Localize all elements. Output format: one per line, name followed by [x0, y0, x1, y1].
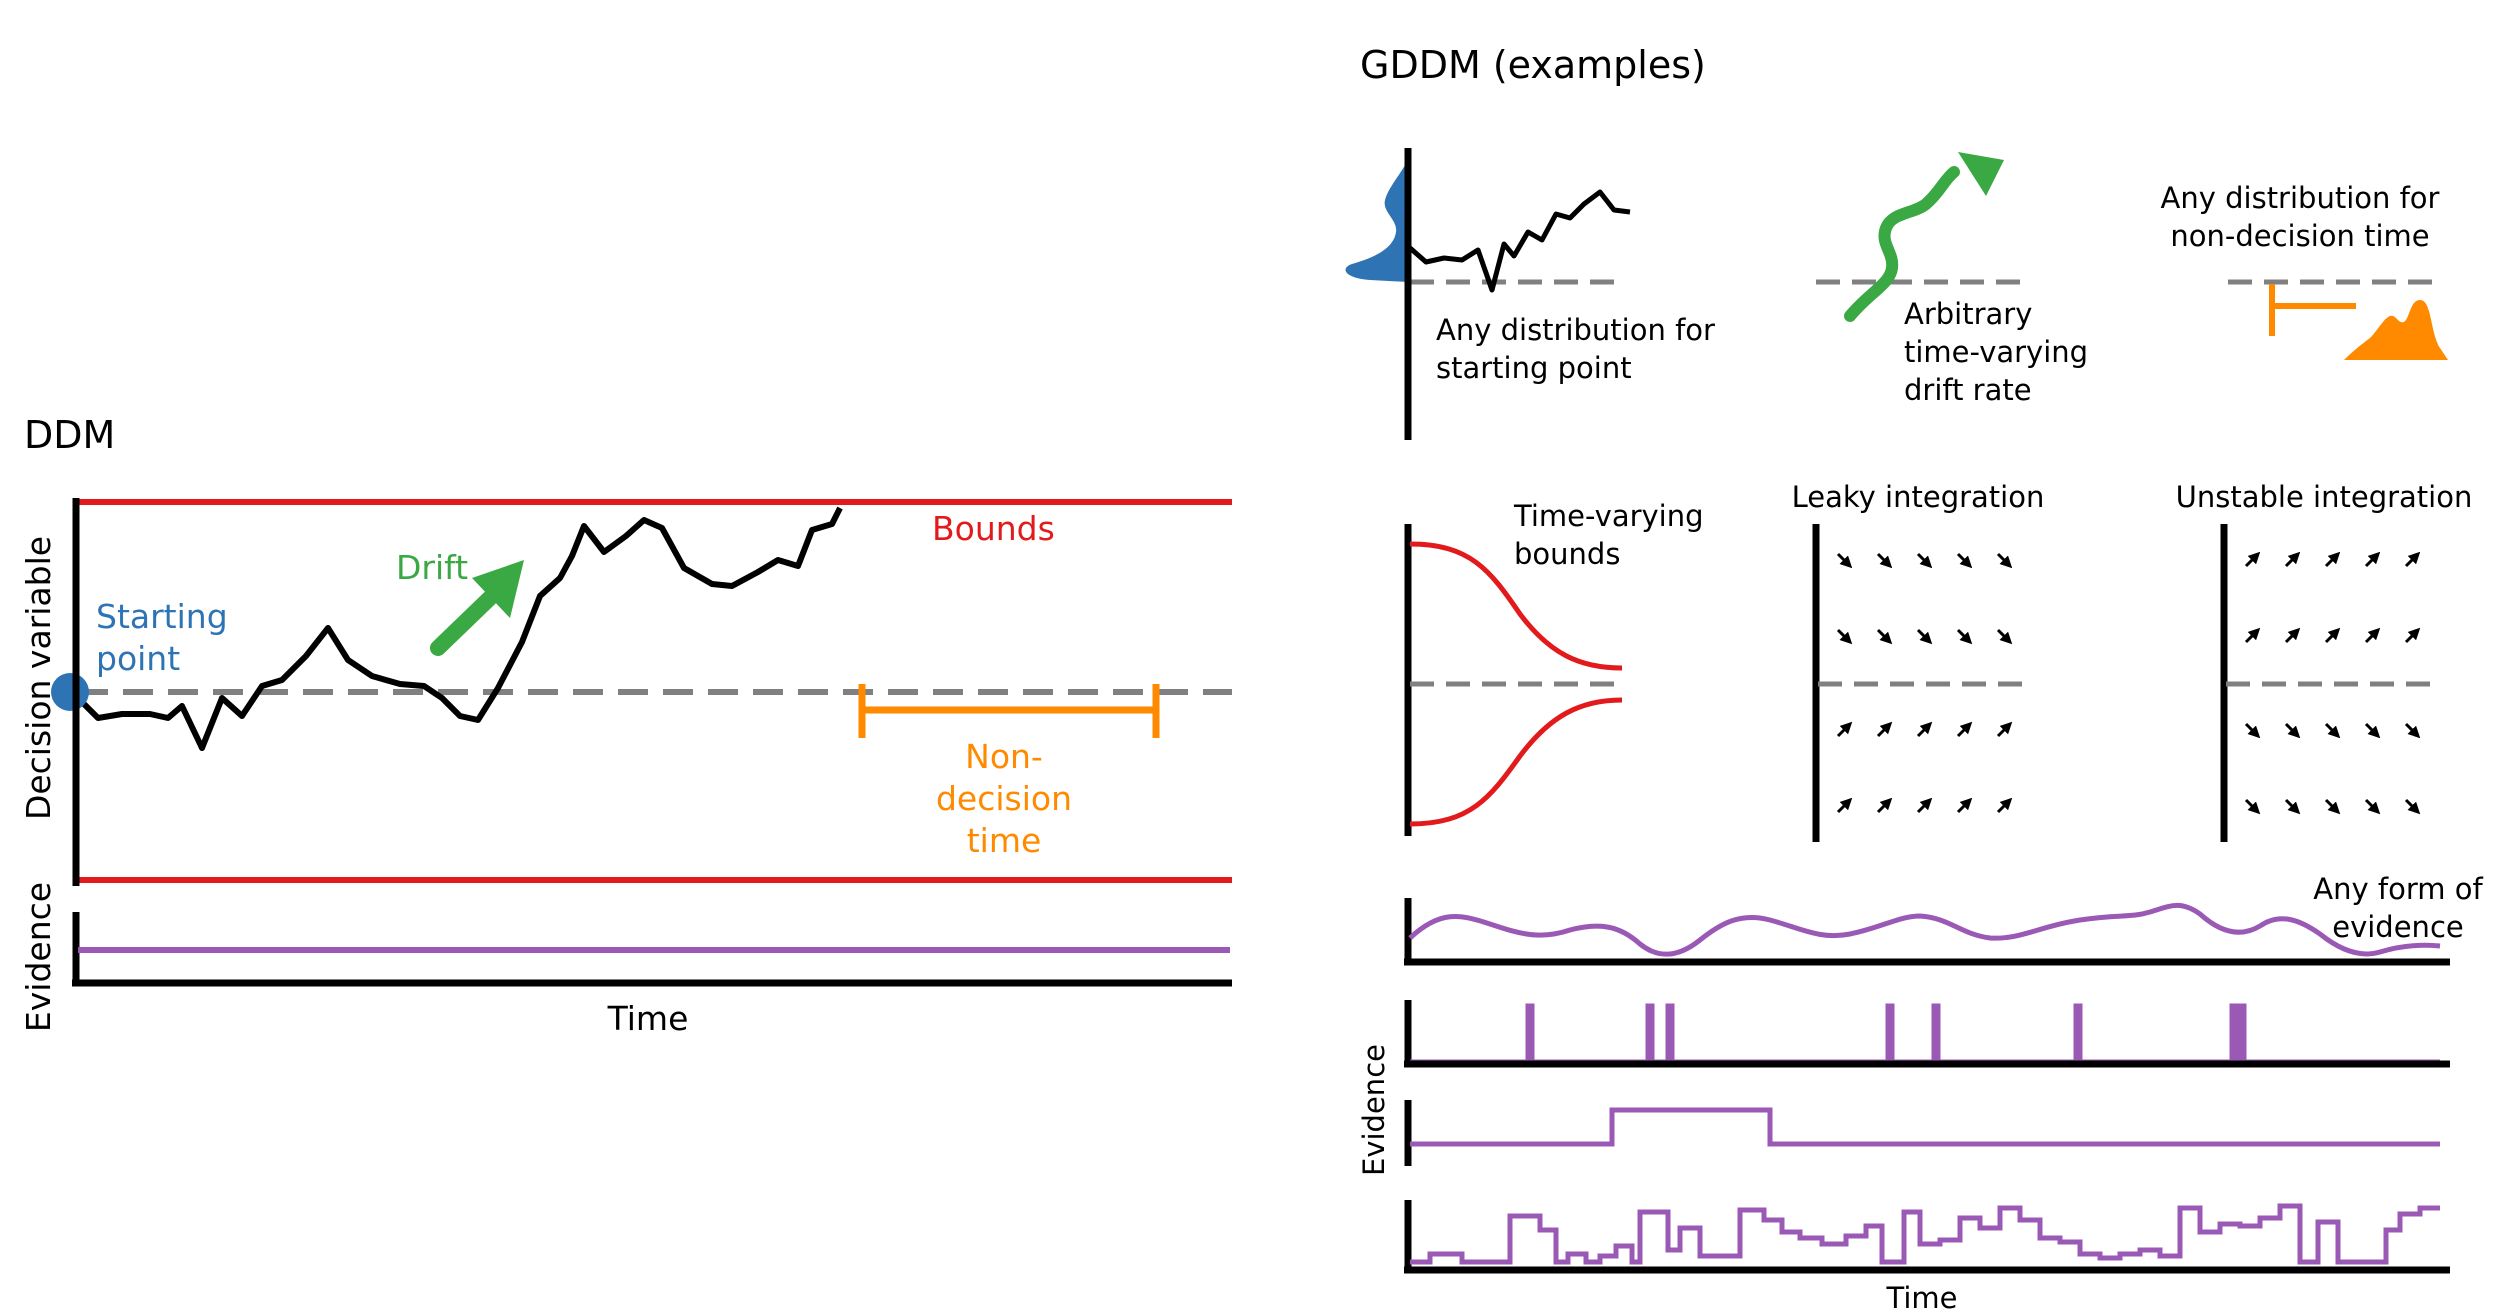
nd-dist-label-1: Any distribution for	[2161, 181, 2440, 215]
tv-bounds-label-1: Time-varying	[1513, 499, 1704, 533]
evidence-strip-4-signal	[1410, 1203, 2440, 1265]
start-trajectory	[1408, 189, 1631, 293]
leaky-arrow-icon	[1996, 628, 2013, 645]
drift-label: Drift	[396, 548, 468, 587]
evidence-strip-3-signal	[1410, 1107, 2440, 1147]
leaky-arrow-icon	[1916, 552, 1933, 569]
drift-label-3: drift rate	[1904, 373, 2032, 407]
starting-point-label-2: point	[96, 639, 180, 678]
unstable-arrow-icon	[2364, 798, 2381, 815]
unstable-arrow-icon	[2364, 722, 2381, 739]
unstable-arrow-icon	[2284, 551, 2301, 568]
unstable-arrow-icon	[2324, 798, 2341, 815]
unstable-arrow-icon	[2284, 722, 2301, 739]
evidence-strip-2-signal	[1410, 1003, 2440, 1065]
unstable-arrow-icon	[2244, 551, 2261, 568]
unstable-arrow-icon	[2324, 627, 2341, 644]
leaky-arrow-icon	[1956, 797, 1973, 814]
unstable-arrow-icon	[2284, 798, 2301, 815]
evidence-strip-1-signal	[1408, 903, 2441, 957]
start-dist-label-1: Any distribution for	[1436, 313, 1715, 347]
gddm-title: GDDM (examples)	[1360, 43, 1706, 87]
decision-trajectory	[77, 506, 843, 751]
nondecision-label-2: decision	[936, 779, 1072, 818]
leaky-arrow-icon	[1996, 552, 2013, 569]
gddm-drift-example: Arbitrary time-varying drift rate	[1816, 152, 2088, 407]
leaky-arrow-icon	[1916, 797, 1933, 814]
ddm-ylabel: Decision variable	[19, 536, 58, 820]
unstable-vector-field	[2244, 551, 2421, 815]
leaky-arrow-icon	[1916, 628, 1933, 645]
tv-upper-bound	[1409, 541, 1623, 671]
any-evidence-label-1: Any form of	[2313, 872, 2483, 906]
unstable-arrow-icon	[2324, 551, 2341, 568]
unstable-arrow-icon	[2404, 627, 2421, 644]
ddm-title: DDM	[24, 413, 115, 457]
leaky-arrow-icon	[1836, 552, 1853, 569]
starting-point-label-1: Starting	[96, 597, 228, 636]
nondecision-label-1: Non-	[965, 737, 1043, 776]
leaky-arrow-icon	[1836, 628, 1853, 645]
unstable-arrow-icon	[2364, 627, 2381, 644]
tv-bounds-label-2: bounds	[1514, 537, 1620, 571]
unstable-arrow-icon	[2244, 722, 2261, 739]
unstable-arrow-icon	[2244, 627, 2261, 644]
gddm-unstable-example: Unstable integration	[2176, 480, 2473, 842]
nd-distribution-shape	[2344, 300, 2448, 360]
drift-arrow-head	[472, 560, 524, 618]
unstable-arrow-icon	[2404, 551, 2421, 568]
any-evidence-label-2: evidence	[2332, 910, 2463, 944]
drift-wavy-shaft	[1844, 166, 1960, 322]
leaky-arrow-icon	[1956, 552, 1973, 569]
leaky-arrow-icon	[1956, 628, 1973, 645]
unstable-arrow-icon	[2404, 722, 2421, 739]
gddm-start-dist-example: Any distribution for starting point	[1345, 148, 1715, 440]
nd-dist-label-2: non-decision time	[2170, 219, 2429, 253]
gddm-leaky-example: Leaky integration	[1792, 480, 2045, 842]
leaky-arrow-icon	[1996, 797, 2013, 814]
leaky-arrow-icon	[1876, 721, 1893, 738]
unstable-arrow-icon	[2364, 551, 2381, 568]
gddm-panel: GDDM (examples) Any distribution for sta…	[1345, 43, 2483, 1313]
unstable-arrow-icon	[2244, 798, 2261, 815]
gddm-nondecision-example: Any distribution for non-decision time	[2161, 181, 2448, 360]
bounds-label: Bounds	[932, 509, 1055, 548]
leaky-arrow-icon	[1876, 628, 1893, 645]
gddm-bounds-example: Time-varying bounds	[1404, 499, 1704, 836]
start-dist-label-2: starting point	[1436, 351, 1632, 385]
ddm-evidence-label: Evidence	[19, 882, 58, 1032]
drift-wavy-head	[1958, 152, 2004, 196]
start-distribution-shape	[1345, 160, 1408, 282]
gddm-evidence-examples: Any form of evidence Evidence Time	[1357, 872, 2483, 1313]
drift-label-1: Arbitrary	[1904, 297, 2032, 331]
nondecision-label-3: time	[967, 821, 1042, 860]
unstable-arrow-icon	[2324, 722, 2341, 739]
drift-arrow-shaft	[430, 586, 502, 656]
gddm-evidence-ylabel: Evidence	[1357, 1044, 1391, 1176]
leaky-vector-field	[1836, 552, 2013, 814]
ddm-time-label: Time	[607, 999, 689, 1038]
gddm-time-label: Time	[1886, 1281, 1958, 1313]
unstable-label: Unstable integration	[2176, 480, 2473, 514]
leaky-arrow-icon	[1836, 797, 1853, 814]
leaky-arrow-icon	[1836, 721, 1853, 738]
leaky-arrow-icon	[1996, 721, 2013, 738]
tv-lower-bound	[1409, 697, 1623, 827]
unstable-arrow-icon	[2404, 798, 2421, 815]
leaky-arrow-icon	[1876, 552, 1893, 569]
drift-label-2: time-varying	[1904, 335, 2088, 369]
leaky-arrow-icon	[1876, 797, 1893, 814]
leaky-arrow-icon	[1956, 721, 1973, 738]
unstable-arrow-icon	[2284, 627, 2301, 644]
ddm-panel: DDM Starting point Drift Bounds Non- dec…	[19, 413, 1232, 1038]
leaky-arrow-icon	[1916, 721, 1933, 738]
leaky-label: Leaky integration	[1792, 480, 2045, 514]
